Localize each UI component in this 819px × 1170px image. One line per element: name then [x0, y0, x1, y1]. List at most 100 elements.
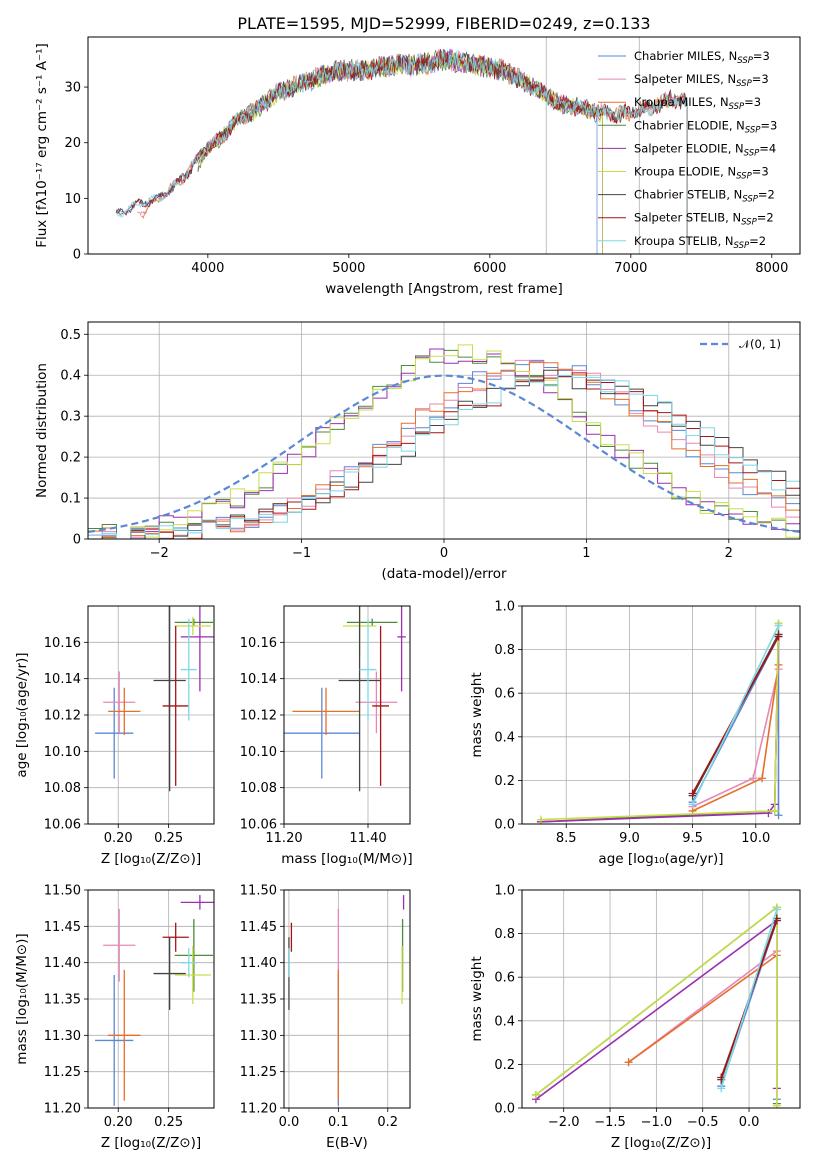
y-tick-label: 11.40 — [240, 956, 277, 971]
y-tick-label: 10.06 — [240, 818, 277, 833]
histogram-chabrier_stelib — [88, 369, 800, 539]
x-tick-label: 0.20 — [104, 831, 133, 846]
x-tick-label: 9.5 — [682, 831, 703, 846]
x-tick-label: 0.20 — [104, 1115, 133, 1130]
y-tick-label: 0.5 — [60, 328, 81, 343]
y-tick-label: 10.08 — [44, 781, 81, 796]
panel-spectrum: 4000 5000 6000 7000 8000 0 10 20 30 wavelength [A… — [34, 36, 801, 297]
x-tick-label: 0.1 — [328, 1115, 349, 1130]
figure-title: PLATE=1595, MJD=52999, FIBERID=0249, z=0… — [237, 14, 650, 33]
x-tick-label: 1 — [582, 546, 590, 561]
panel-z_age: 0.20 0.25 10.06 10.08 10.10 10.12 10.14 10.16 Z … — [14, 605, 215, 867]
x-tick-label: −0.5 — [687, 1115, 719, 1130]
plot-area — [95, 895, 214, 1106]
weight-marker-kroupa_elodie — [531, 1090, 540, 1099]
weight-line-chabrier_elodie — [540, 623, 780, 823]
y-tick-label: 0.2 — [60, 451, 81, 466]
x-tick-label: 6000 — [473, 261, 506, 276]
histogram-salpeter_elodie — [88, 348, 800, 539]
y-tick-label: 10.16 — [240, 636, 277, 651]
legend-label: Salpeter MILES, NSSP=3 — [634, 72, 769, 89]
y-tick-label: 0.4 — [494, 1014, 515, 1029]
panel-age_weight: 8.5 9.0 9.5 10.0 0.0 0.2 0.4 0.6 0.8 1.0 age [log₁… — [469, 600, 801, 867]
histogram-kroupa_miles — [88, 362, 800, 539]
weight-marker-kroupa_stelib — [772, 905, 781, 914]
y-axis-label: mass weight — [469, 672, 485, 757]
x-axis-label: age [log₁₀(age/yr)] — [598, 851, 723, 867]
y-tick-label: 10.14 — [240, 672, 277, 687]
y-tick-label: 11.40 — [44, 956, 81, 971]
spectrum-line-salpeter_stelib — [116, 48, 688, 254]
weight-line-salpeter_elodie — [540, 636, 780, 823]
x-axis-label: wavelength [Angstrom, rest frame] — [325, 281, 563, 297]
y-tick-label: 0 — [73, 248, 81, 263]
axes-frame — [283, 605, 411, 825]
weight-marker-kroupa_miles — [758, 774, 767, 783]
y-tick-label: 0.3 — [60, 410, 81, 425]
x-axis-label: Z [log₁₀(Z/Z⊙)] — [101, 1135, 201, 1151]
legend-label: 𝒩(0, 1) — [739, 337, 781, 351]
spectrum-line-chabrier_stelib — [115, 48, 688, 254]
x-axis-label: Z [log₁₀(Z/Z⊙)] — [611, 1135, 711, 1151]
panel-mass_age: 11.20 11.40 10.06 10.08 10.10 10.12 10.14 10.16… — [240, 605, 413, 867]
plot-area — [531, 903, 781, 1108]
legend-label: Salpeter ELODIE, NSSP=4 — [634, 141, 776, 158]
x-tick-label: 0.2 — [377, 1115, 398, 1130]
x-tick-label: 8000 — [755, 261, 788, 276]
weight-marker-salpeter_miles — [749, 774, 758, 783]
y-tick-label: 0.6 — [494, 687, 515, 702]
legend-label: Kroupa STELIB, NSSP=2 — [634, 234, 766, 251]
legend-label: Kroupa ELODIE, NSSP=3 — [634, 165, 769, 182]
weight-marker-kroupa_miles — [624, 1058, 633, 1067]
weight-line-kroupa_stelib — [691, 625, 780, 805]
spectrum-line-chabrier_elodie — [197, 50, 603, 254]
y-tick-label: 0.2 — [494, 1058, 515, 1073]
spectrum-line-kroupa_miles — [141, 53, 688, 254]
x-tick-label: 0.0 — [739, 1115, 760, 1130]
x-tick-label: 0.25 — [154, 831, 183, 846]
weight-marker-kroupa_stelib — [717, 1084, 726, 1093]
weight-line-salpeter_miles — [692, 669, 780, 808]
weight-marker-chabrier_miles — [774, 811, 783, 820]
legend-label: Chabrier ELODIE, NSSP=3 — [634, 118, 777, 135]
y-tick-label: 20 — [64, 136, 81, 151]
weight-line-kroupa_stelib — [720, 909, 778, 1089]
weight-line-kroupa_miles — [628, 954, 778, 1063]
y-tick-label: 11.25 — [240, 1065, 277, 1080]
y-tick-label: 0.8 — [494, 643, 515, 658]
y-tick-label: 0 — [73, 533, 81, 548]
y-axis-label: Flux [fλ10⁻¹⁷ erg cm⁻² s⁻¹ A⁻¹] — [34, 43, 50, 248]
x-axis-label: Z [log₁₀(Z/Z⊙)] — [101, 851, 201, 867]
axes-frame — [87, 321, 801, 540]
spectrum-line-kroupa_elodie — [197, 49, 603, 254]
y-tick-label: 10.08 — [240, 781, 277, 796]
legend: 𝒩(0, 1) — [700, 337, 781, 351]
panel-z_mass: 0.20 0.25 11.20 11.25 11.30 11.35 11.40 11.45 11… — [14, 884, 215, 1151]
y-tick-label: 10.10 — [240, 745, 277, 760]
x-tick-label: 0.25 — [154, 1115, 183, 1130]
weight-marker-salpeter_stelib — [774, 632, 783, 641]
panel-ebv_mass: 0.0 0.1 0.2 11.20 11.25 11.30 11.35 11.40 11.45 1… — [240, 884, 411, 1151]
plot-area — [536, 619, 783, 824]
weight-marker-kroupa_stelib — [774, 621, 783, 630]
x-axis-label: (data-model)/error — [381, 566, 507, 582]
legend-label: Chabrier MILES, NSSP=3 — [634, 49, 770, 66]
x-tick-label: 7000 — [614, 261, 647, 276]
plot-area — [288, 895, 405, 1106]
axes-frame — [87, 889, 215, 1109]
y-tick-label: 10.12 — [240, 709, 277, 724]
histogram-kroupa_stelib — [88, 375, 800, 539]
y-tick-label: 11.45 — [240, 920, 277, 935]
spectrum-line-kroupa_stelib — [115, 50, 688, 254]
y-tick-label: 10.14 — [44, 672, 81, 687]
x-tick-label: 2 — [725, 546, 733, 561]
x-tick-label: 9.0 — [619, 831, 640, 846]
x-tick-label: 10.0 — [741, 831, 770, 846]
y-tick-label: 0.8 — [494, 927, 515, 942]
y-tick-label: 11.50 — [44, 884, 81, 899]
plot-area — [88, 344, 800, 539]
legend-label: Chabrier STELIB, NSSP=2 — [634, 188, 775, 205]
x-tick-label: 4000 — [191, 261, 224, 276]
y-tick-label: 30 — [64, 81, 81, 96]
